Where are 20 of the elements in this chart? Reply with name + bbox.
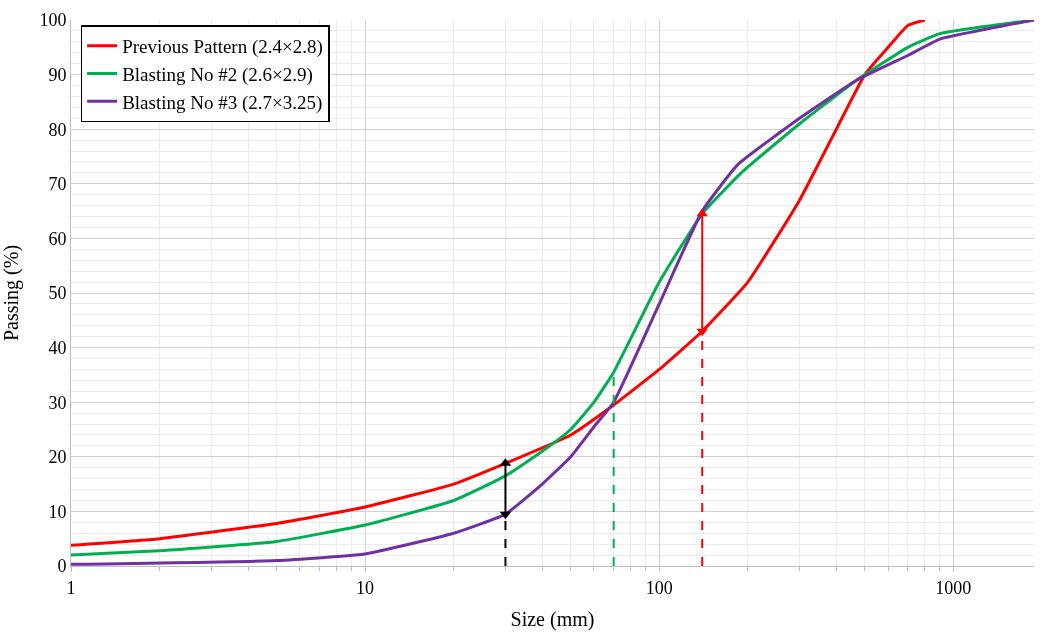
y-tick-label: 30 [48,392,67,413]
y-tick-label: 80 [48,119,67,140]
y-tick-label: 90 [48,64,67,85]
x-tick-label: 100 [645,577,673,598]
y-tick-label: 0 [57,556,67,577]
y-axis-title: Passing (%) [0,244,23,342]
y-tick-label: 100 [39,10,67,31]
y-tick-label: 60 [48,228,67,249]
y-tick-label: 40 [48,337,67,358]
y-tick-label: 10 [48,501,67,522]
y-tick-label: 50 [48,283,67,304]
legend-label: Previous Pattern (2.4×2.8) [122,36,323,59]
x-tick-label: 1000 [935,577,972,598]
x-axis-title: Size (mm) [510,608,595,632]
legend-label: Blasting No #3 (2.7×3.25) [122,91,323,114]
legend-label: Blasting No #2 (2.6×2.9) [122,63,313,86]
x-tick-label: 10 [356,577,375,598]
x-tick-label: 1 [66,577,76,598]
y-tick-label: 20 [48,447,67,468]
y-tick-label: 70 [48,174,67,195]
